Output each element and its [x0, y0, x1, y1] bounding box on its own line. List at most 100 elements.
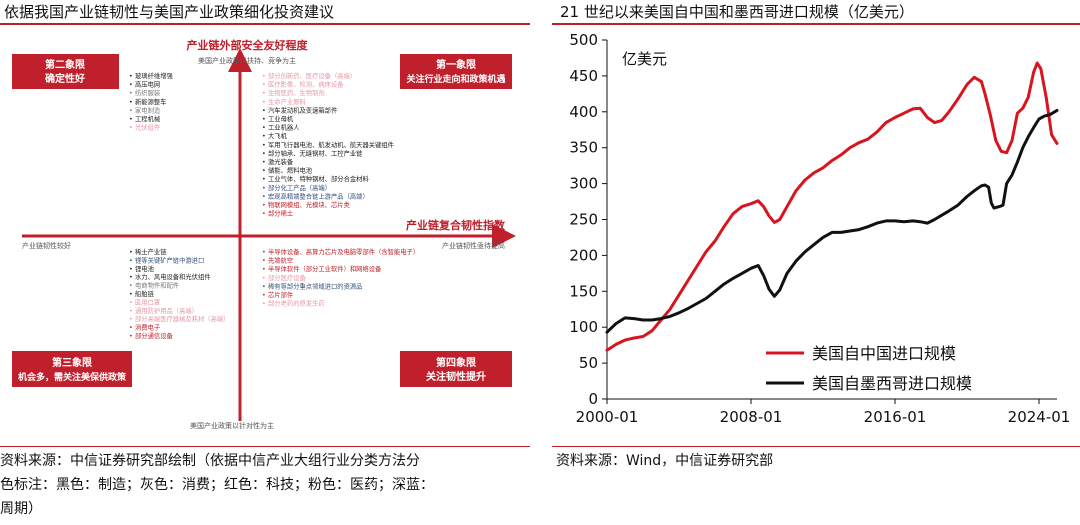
legend-label-1: 美国自墨西哥进口规模 — [812, 374, 972, 393]
y-tick-label: 400 — [569, 103, 598, 121]
x-tick-label: 2024-01 — [1008, 408, 1071, 426]
quadrant-one-items: • 部分创新药、医疗设备（高端）• 医疗影像、检测、病床设备• 生物医药、生物制剂• 生… — [262, 71, 394, 218]
quadrant-item: 通用防护用品（高端） — [135, 306, 198, 315]
y-tick-label: 450 — [569, 67, 598, 85]
quadrant-item: 部分医疗设备 — [268, 273, 306, 282]
quadrant-item: 纺织服装 — [135, 88, 161, 97]
quadrant-item: 家电制造 — [135, 105, 161, 114]
quadrant-item: 锂等关键矿产链中游进口 — [135, 255, 204, 264]
quadrant-item-bullet: • — [262, 301, 266, 308]
quadrant-item: 工业机器人 — [268, 123, 300, 132]
x-right-note: 产业链韧性亟待提高 — [442, 241, 505, 250]
legend-label-0: 美国自中国进口规模 — [812, 344, 956, 363]
line-chart-series — [605, 61, 1059, 352]
y-tick-label: 250 — [569, 211, 598, 229]
quadrant-item-bullet: • — [262, 150, 266, 157]
svg-text:第三象限: 第三象限 — [52, 356, 93, 369]
y-tick-label: 150 — [569, 282, 598, 300]
quadrant-two-items: • 玻璃纤维增强• 高压电网• 纺织服装• 新能源整车• 家电制造• 工程机械• 光伏组件 — [129, 71, 173, 132]
quadrant-item: 医用口罩 — [135, 298, 160, 306]
series-line-0 — [605, 61, 1059, 352]
quadrant-item-bullet: • — [262, 202, 266, 209]
x-tick-label: 2000-01 — [576, 408, 639, 426]
quadrant-item-bullet: • — [129, 333, 133, 340]
quadrant-one-box: 第一象限 关注行业走向和政策机遇 — [400, 54, 512, 89]
quadrant-item: 物联网模组、光模块、芯片类 — [268, 200, 351, 209]
right-title-rule — [552, 23, 1080, 25]
quadrant-item: 工业气体、特种钢材、部分合金材料 — [268, 174, 369, 183]
quadrant-item: 部分轴承、无缝钢材、工控产业链 — [268, 148, 363, 157]
y-tick-label: 100 — [569, 318, 598, 336]
quadrant-item-bullet: • — [129, 308, 133, 315]
unit-label: 亿美元 — [622, 50, 667, 68]
quadrant-item: 电商物件和配件 — [135, 281, 179, 290]
quadrant-item-bullet: • — [129, 266, 133, 273]
left-source-line-1: 资料来源：中信证券研究部绘制（依据中信产业大组行业分类方法分 — [0, 453, 420, 469]
x-left-note: 产业链韧性较好 — [22, 241, 71, 250]
right-source-rule — [552, 446, 1080, 447]
quadrant-item-bullet: • — [129, 291, 133, 298]
quadrant-item-bullet: • — [129, 82, 133, 89]
quadrant-item: 先端航空 — [268, 256, 293, 265]
quadrant-item: 消费电子 — [135, 323, 160, 332]
quadrant-item-bullet: • — [129, 316, 133, 323]
quadrant-item-bullet: • — [262, 125, 266, 132]
quadrant-item: 部分高端医疗器械及耗材（高端） — [135, 314, 229, 323]
quadrant-item-bullet: • — [262, 82, 266, 89]
quadrant-item: 汽车发动机及变速箱部件 — [268, 105, 337, 114]
quadrant-item: 高压电网 — [135, 80, 160, 89]
quadrant-item: 部分稀土 — [268, 209, 293, 218]
y-bottom-note: 美国产业政策以针对性为主 — [190, 421, 274, 430]
quadrant-item: 新能源整车 — [135, 97, 166, 106]
y-axis-label: 产业链外部安全友好程度 — [187, 38, 309, 52]
quadrant-item-bullet: • — [262, 275, 266, 282]
svg-text:确定性好: 确定性好 — [45, 72, 85, 85]
left-panel-title: 依据我国产业链韧性与美国产业政策细化投资建议 — [4, 3, 335, 21]
x-axis-label: 产业链复合韧性指数 — [406, 218, 506, 232]
quadrant-item-bullet: • — [129, 274, 133, 281]
quadrant-item: 光伏组件 — [135, 123, 160, 132]
quadrant-item-bullet: • — [129, 325, 133, 332]
quadrant-two-box: 第二象限 确定性好 — [12, 54, 119, 89]
quadrant-item-bullet: • — [262, 159, 266, 166]
line-chart: 0 50 100 150 200 250 300 350 400 450 500 2000-01 200… — [569, 31, 1071, 426]
quadrant-item-bullet: • — [262, 176, 266, 183]
right-panel-title: 21 世纪以来美国自中国和墨西哥进口规模（亿美元） — [560, 3, 914, 21]
quadrant-item: 半导体软件（部分工业软件）和网络设备 — [268, 264, 382, 273]
quadrant-item: 稀有等部分重点领域进口的资源品 — [268, 281, 362, 290]
x-tick-label: 2008-01 — [720, 408, 783, 426]
left-source-line-3: 周期） — [0, 501, 42, 517]
quadrant-item: 部分化工产品（高端） — [268, 183, 331, 192]
quadrant-item-bullet: • — [129, 99, 133, 106]
quadrant-item: 工业母机 — [268, 114, 294, 123]
right-source: 资料来源：Wind，中信证券研究部 — [556, 453, 774, 469]
quadrant-item-bullet: • — [262, 107, 266, 114]
svg-text:第二象限: 第二象限 — [45, 58, 86, 71]
quadrant-item-bullet: • — [262, 73, 266, 80]
svg-text:第一象限: 第一象限 — [436, 58, 477, 71]
quadrant-item-bullet: • — [262, 116, 266, 123]
y-top-note: 美国产业政策以扶持、竞争为主 — [198, 56, 296, 65]
y-tick-label: 300 — [569, 175, 598, 193]
quadrant-item-bullet: • — [262, 99, 266, 106]
y-tick-label: 350 — [569, 139, 598, 157]
y-tick-label: 500 — [569, 31, 598, 49]
quadrant-item-bullet: • — [129, 116, 133, 123]
y-tick-label: 50 — [579, 354, 598, 372]
quadrant-item-bullet: • — [262, 142, 266, 149]
quadrant-item: 锂电池 — [135, 264, 155, 273]
quadrant-three-box: 第三象限 机会多，需关注美保供政策 — [12, 351, 132, 387]
svg-text:机会多，需关注美保供政策: 机会多，需关注美保供政策 — [18, 371, 127, 383]
quadrant-four-box: 第四象限 关注韧性提升 — [400, 351, 512, 387]
quadrant-item-bullet: • — [262, 185, 266, 192]
quadrant-item-bullet: • — [262, 266, 266, 273]
quadrant-item-bullet: • — [262, 193, 266, 200]
quadrant-item: 储能、燃料电池 — [268, 166, 313, 175]
left-source-line-2: 色标注：黑色：制造；灰色：消费；红色：科技；粉色：医药；深蓝： — [0, 477, 434, 493]
quadrant-item-bullet: • — [129, 107, 133, 114]
quadrant-item-bullet: • — [129, 125, 133, 132]
svg-text:关注韧性提升: 关注韧性提升 — [426, 370, 486, 383]
quadrant-item-bullet: • — [129, 299, 133, 306]
quadrant-item-bullet: • — [129, 90, 133, 97]
